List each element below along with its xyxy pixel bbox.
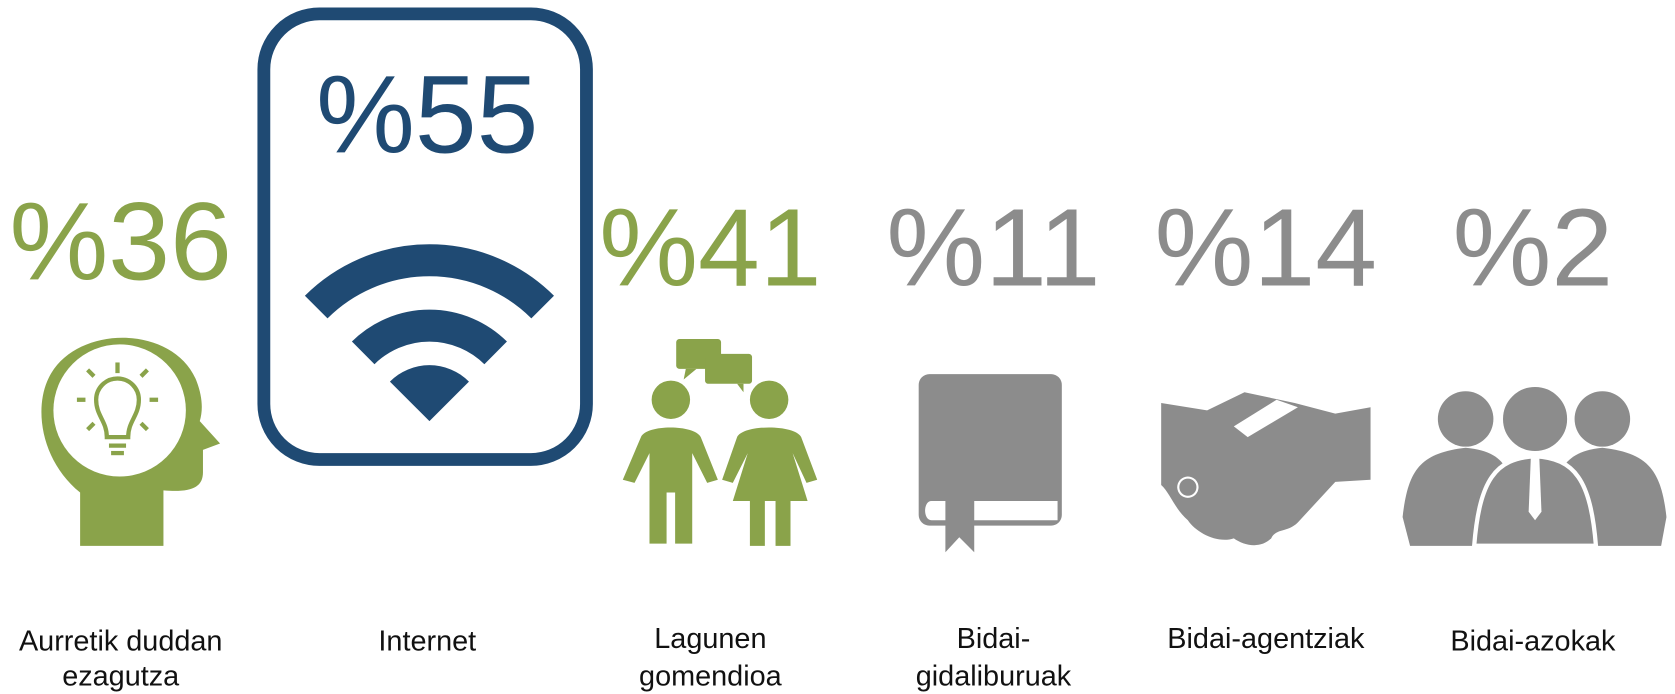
item-label: Aurretik duddan <box>19 625 223 657</box>
percent-value: %2 <box>1453 186 1614 310</box>
item-label: ezagutza <box>62 660 180 692</box>
wifi-icon <box>304 244 554 422</box>
book-icon <box>918 374 1062 553</box>
item-label: Bidai- <box>957 623 1031 655</box>
head-icon <box>41 337 221 546</box>
percent-value: %11 <box>886 186 1100 310</box>
businesspeople-icon <box>1402 382 1667 548</box>
percent-value: %14 <box>1155 186 1377 310</box>
item-label: gomendioa <box>639 660 783 692</box>
item-label: gidaliburuak <box>916 660 1072 692</box>
handshake-icon <box>1161 392 1371 546</box>
percent-value: %55 <box>316 53 538 177</box>
percent-value: %36 <box>10 179 232 303</box>
item-label: Bidai-azokak <box>1450 625 1616 657</box>
item-label: Bidai-agentziak <box>1167 623 1365 655</box>
highlight-box <box>257 7 593 466</box>
item-label: Internet <box>378 625 476 657</box>
item-label: Lagunen <box>654 623 766 655</box>
friends-icon <box>622 339 818 546</box>
percent-value: %41 <box>599 186 821 310</box>
